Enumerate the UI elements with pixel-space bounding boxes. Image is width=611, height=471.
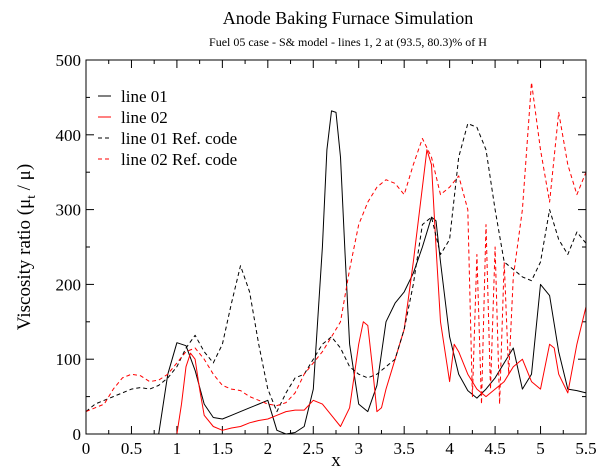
y-tick-label: 200: [56, 275, 82, 294]
series-line-3: [85, 123, 587, 413]
x-tick-label: 0: [82, 439, 91, 458]
series-lines: [85, 81, 587, 435]
legend-label: line 02: [121, 108, 168, 127]
legend-label: line 01 Ref. code: [121, 129, 237, 148]
chart-subtitle: Fuel 05 case - S& model - lines 1, 2 at …: [209, 35, 487, 49]
x-tick-label: 0.5: [121, 439, 142, 458]
y-axis-label-main: Viscosity ratio (μ: [14, 199, 35, 330]
x-tick-label: 2.5: [303, 439, 324, 458]
legend: line 01 line 02 line 01 Ref. code line 02 R…: [98, 87, 237, 169]
x-tick-label: 3: [354, 439, 363, 458]
x-tick-label: 3.5: [394, 439, 415, 458]
legend-label: line 01: [121, 87, 168, 106]
legend-label: line 02 Ref. code: [121, 150, 237, 169]
plot-frame: [85, 59, 587, 435]
series-line-4: [85, 81, 587, 413]
x-tick-label: 2: [264, 439, 273, 458]
y-tick-label: 500: [56, 51, 82, 70]
y-axis-label-subscript: t: [23, 195, 38, 199]
x-tick-label: 1: [173, 439, 182, 458]
x-tick-labels: 0 0.5 1 1.5 2 2.5 3 3.5 4 4.5 5 5.5: [82, 439, 597, 458]
x-axis-label: x: [331, 450, 341, 471]
y-tick-label: 300: [56, 201, 82, 220]
y-axis-label: Viscosity ratio (μt / μ): [14, 164, 38, 330]
y-tick-label: 100: [56, 350, 82, 369]
x-tick-label: 1.5: [212, 439, 233, 458]
chart-title: Anode Baking Furnace Simulation: [223, 8, 473, 28]
x-tick-label: 4: [445, 439, 454, 458]
y-axis-label-end: / μ): [14, 164, 35, 195]
x-tick-label: 5.5: [575, 439, 596, 458]
y-tick-label: 0: [73, 425, 82, 444]
x-tick-label: 5: [536, 439, 545, 458]
x-tick-label: 4.5: [484, 439, 505, 458]
series-line-1: [158, 110, 587, 435]
series-line-2: [176, 149, 587, 435]
y-tick-labels: 0 100 200 300 400 500: [56, 51, 82, 444]
y-tick-label: 400: [56, 126, 82, 145]
